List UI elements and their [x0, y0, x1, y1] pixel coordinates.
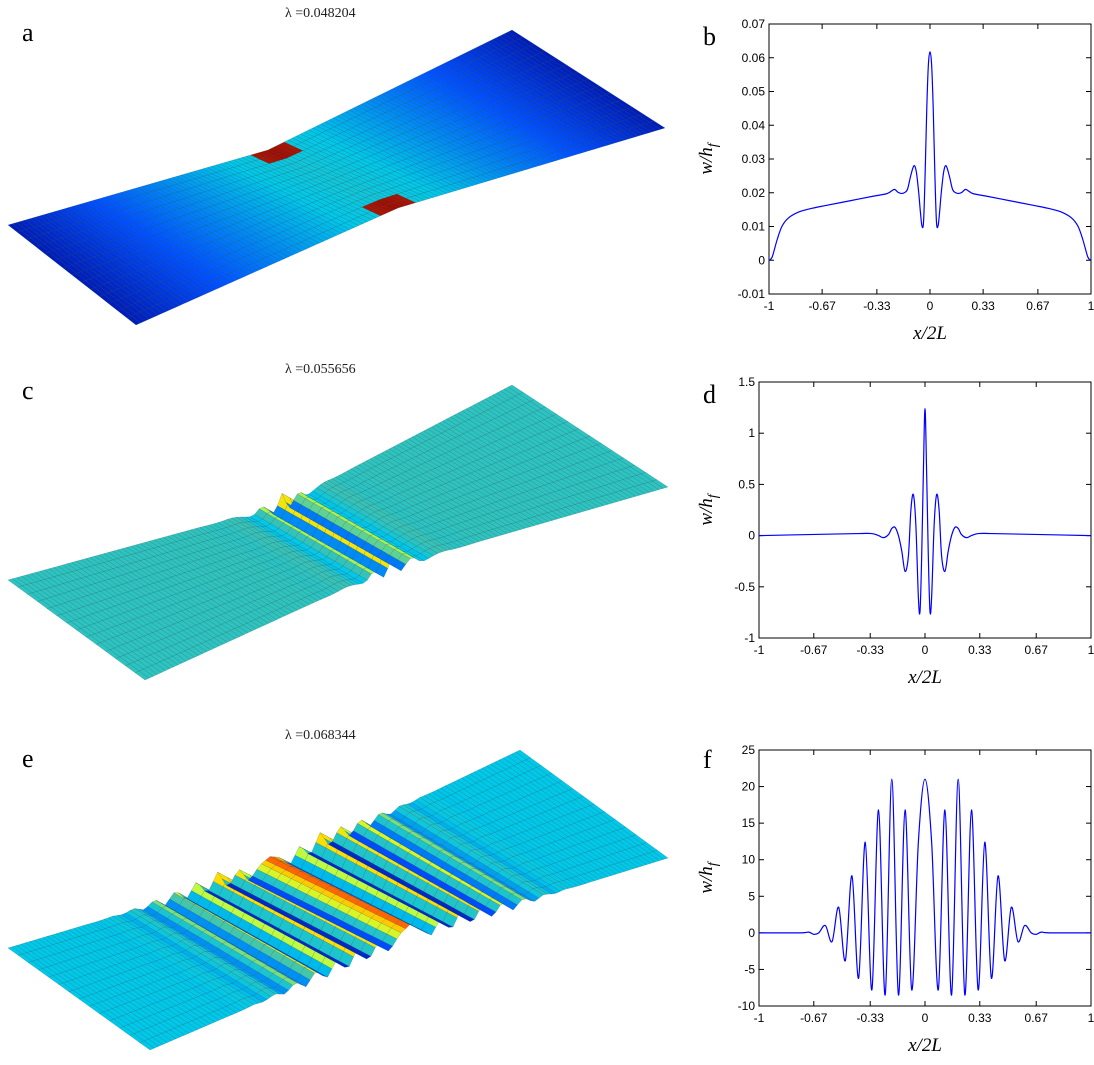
y-tick-label: 1.5	[738, 375, 755, 389]
x-tick-label: 0.33	[971, 299, 995, 313]
y-tick-label: 0.06	[742, 51, 766, 65]
x-tick-label: -0.67	[808, 299, 836, 313]
panel-letter-f: f	[703, 745, 712, 774]
y-tick-label: 0	[748, 926, 755, 940]
surface-mesh	[7, 749, 669, 1051]
y-tick-label: 5	[748, 889, 755, 903]
x-tick-label: 0.67	[1026, 299, 1050, 313]
y-tick-label: 0.02	[742, 186, 766, 200]
x-tick-label: -1	[754, 1011, 765, 1025]
lambda-label-a: λ =0.048204	[285, 6, 356, 21]
surface-mesh	[7, 384, 669, 681]
panel-letter-b: b	[703, 22, 716, 51]
line-chart-f: -10 -5 0 5 10 15 20 25 -1 -0.67 -0.33 0 0.33 0.67 1 x/2…	[696, 743, 1094, 1056]
x-tick-label: -0.33	[863, 299, 891, 313]
x-axis-label: x/2L	[912, 323, 947, 344]
y-tick-label: -10	[738, 999, 756, 1013]
x-tick-label: 1	[1088, 643, 1094, 657]
x-tick-label: 0	[922, 1011, 929, 1025]
lambda-label-e: λ =0.068344	[285, 728, 356, 743]
x-tick-label: -0.33	[857, 1011, 885, 1025]
y-tick-label: 0.05	[742, 85, 766, 99]
x-tick-label: 1	[1088, 299, 1094, 313]
lambda-label-c: λ =0.055656	[285, 362, 356, 377]
y-tick-label: -5	[744, 962, 755, 976]
panel-letter-d: d	[703, 380, 716, 409]
x-tick-label: 0	[927, 299, 934, 313]
x-tick-label: 0.67	[1025, 1011, 1049, 1025]
y-axis-label: w/hf	[696, 492, 721, 525]
y-tick-label: 0.5	[738, 477, 755, 491]
y-tick-label: 0	[758, 253, 765, 267]
x-tick-label: 1	[1088, 1011, 1094, 1025]
y-tick-label: 0.07	[742, 17, 766, 31]
x-axis-label: x/2L	[907, 667, 942, 688]
y-tick-label: 25	[742, 743, 756, 757]
x-axis-label: x/2L	[907, 1035, 942, 1056]
x-tick-label: -1	[754, 643, 765, 657]
panel-letter-c: c	[22, 376, 34, 405]
x-tick-label: -0.67	[800, 1011, 828, 1025]
x-tick-label: 0	[922, 643, 929, 657]
y-tick-label: 15	[742, 816, 756, 830]
x-tick-label: -1	[764, 299, 775, 313]
series-line	[768, 51, 1092, 261]
surface-plot-e	[7, 749, 669, 1051]
line-chart-d: -1 -0.5 0 0.5 1 1.5 -1 -0.67 -0.33 0 0.33 0.67 1 x/2L…	[696, 375, 1094, 688]
y-tick-label: 0.04	[742, 118, 766, 132]
plot-frame	[758, 749, 1092, 1007]
panel-letter-a: a	[22, 18, 34, 47]
surface-plot-a	[7, 29, 666, 326]
x-tick-label: 0.33	[968, 643, 992, 657]
y-tick-label: -0.01	[738, 287, 766, 301]
plot-frame	[768, 23, 1092, 295]
y-tick-label: 20	[742, 780, 756, 794]
panel-letter-e: e	[22, 744, 34, 773]
series-line	[758, 778, 1092, 996]
line-chart-b: -0.01 0 0.01 0.02 0.03 0.04 0.05 0.06 0.07 -1 -0.6…	[696, 17, 1094, 344]
y-tick-label: 0.01	[742, 220, 766, 234]
x-tick-label: 0.33	[968, 1011, 992, 1025]
y-axis-label: w/hf	[696, 860, 721, 893]
y-tick-label: -0.5	[734, 580, 755, 594]
y-tick-label: 0.03	[742, 152, 766, 166]
y-axis-label: w/hf	[696, 141, 721, 174]
y-tick-label: 1	[748, 426, 755, 440]
surface-mesh	[7, 29, 666, 326]
y-tick-label: -1	[744, 631, 755, 645]
x-tick-label: -0.33	[857, 643, 885, 657]
x-tick-label: 0.67	[1025, 643, 1049, 657]
x-tick-label: -0.67	[800, 643, 828, 657]
y-tick-label: 0	[748, 529, 755, 543]
series-line	[758, 408, 1092, 615]
y-tick-label: 10	[742, 853, 756, 867]
surface-plot-c	[7, 384, 669, 681]
